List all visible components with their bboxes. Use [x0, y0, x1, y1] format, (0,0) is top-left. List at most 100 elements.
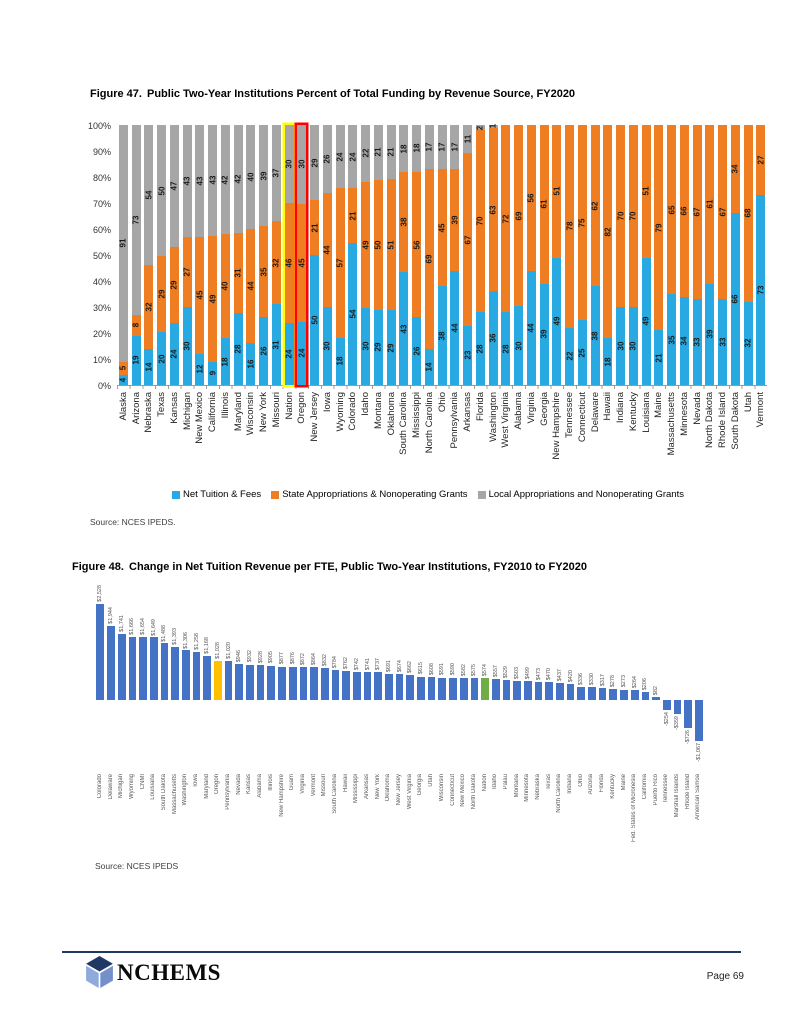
x-axis-label-north-carolina: North Carolina [556, 774, 563, 813]
bar-value-label: 21 [348, 211, 358, 221]
bar-segment-net-tuition-fees: 26 [412, 317, 422, 385]
bar-segment-state-appropriations-nonoperating-grants: 78 [565, 125, 575, 328]
bar-column-colorado: 24 21 54 [347, 125, 360, 385]
bar-virginia [299, 666, 308, 700]
bar-column-north-dakota: 61 39 [704, 125, 717, 385]
figure48-label: Figure 48. [72, 561, 124, 573]
bar-column-nation: 30 46 24 [283, 125, 296, 385]
bar-value-label: 79 [654, 223, 664, 233]
bar-segment-net-tuition-fees: 30 [628, 307, 638, 385]
bar-louisiana [149, 637, 158, 700]
bar-column-florida: $317 [597, 585, 608, 770]
bar-segment-local-appropriations-and-nonoperating-grants: 43 [208, 125, 218, 236]
bar-idaho [491, 678, 500, 700]
stacked-bar: 34 66 [730, 125, 740, 385]
x-axis-label-new-hampshire: New Hampshire [551, 392, 563, 460]
bar-column-kansas: $932 [245, 585, 256, 770]
bar-value-label: $1,649 [150, 618, 157, 636]
bar-column-montana: $503 [512, 585, 523, 770]
bar-north-carolina [556, 683, 564, 700]
x-axis-label-tennessee: Tennessee [663, 774, 670, 804]
bar-segment-net-tuition-fees: 21 [654, 330, 664, 385]
x-label-slot: Arizona [130, 389, 143, 481]
bar-value-label: $529 [503, 665, 510, 678]
x-label-slot: Palau [501, 770, 512, 866]
bar-segment-state-appropriations-nonoperating-grants: 70 [475, 130, 485, 313]
bar-column-mississippi: 18 56 26 [410, 125, 423, 385]
bar-value-label: 54 [144, 190, 154, 200]
legend-swatch-local-appropriations [477, 490, 486, 499]
x-label-slot: Nation [283, 389, 296, 481]
bar-minnesota [523, 681, 532, 700]
bar-segment-net-tuition-fees: 16 [246, 343, 256, 385]
bar-segment-local-appropriations-and-nonoperating-grants: 17 [424, 125, 434, 170]
bar-value-label: 56 [526, 193, 536, 203]
x-axis-label-american-samoa: American Samoa [695, 774, 702, 821]
x-axis-label-kentucky: Kentucky [609, 774, 616, 799]
bar-south-carolina [331, 670, 340, 700]
bar-column-cnmi: $1,654 [138, 585, 149, 770]
x-axis-label-alaska: Alaska [117, 392, 129, 421]
bar-value-label: 36 [488, 333, 498, 343]
bar-value-label: 73 [756, 285, 766, 295]
x-axis-label-kansas: Kansas [168, 392, 180, 424]
bar-segment-state-appropriations-nonoperating-grants: 51 [552, 125, 562, 258]
x-axis-label-new-jersey: New Jersey [309, 392, 321, 442]
bar-value-label: 14 [144, 362, 154, 372]
bar-segment-local-appropriations-and-nonoperating-grants: 54 [144, 125, 154, 266]
bar-value-label: 49 [641, 316, 651, 326]
bar-value-label: $1,393 [172, 628, 179, 646]
x-label-slot: California [640, 770, 651, 866]
bar-value-label: 26 [322, 154, 332, 164]
bar-segment-net-tuition-fees: 18 [335, 337, 345, 385]
x-label-slot: Florida [597, 770, 608, 866]
stacked-bar: 43 45 12 [195, 125, 205, 385]
bar-column-utah: 68 32 [742, 125, 755, 385]
bar-value-label: 34 [679, 336, 689, 346]
bar-value-label: 49 [208, 294, 218, 304]
bar-value-label: $273 [621, 675, 628, 688]
x-axis-label-guam: Guam [289, 774, 296, 791]
bar-value-label: $832 [321, 654, 328, 667]
stacked-bar: 51 49 [641, 125, 651, 385]
bar-value-label: 37 [271, 168, 281, 178]
x-axis-label-massachusetts: Massachusetts [666, 392, 678, 456]
x-label-slot: Wisconsin [437, 770, 448, 866]
x-label-slot: Nation [480, 770, 491, 866]
bar-value-label: 44 [450, 323, 460, 333]
x-label-slot: Indiana [565, 770, 576, 866]
bar-cnmi [139, 637, 147, 700]
bar-column-delaware: 62 38 [589, 125, 602, 385]
bar-segment-local-appropriations-and-nonoperating-grants: 42 [220, 125, 230, 235]
bar-kansas [246, 664, 254, 700]
stacked-bar: 18 56 26 [412, 125, 422, 385]
bar-column-new-hampshire: 51 49 [551, 125, 564, 385]
x-label-slot: Ohio [576, 770, 587, 866]
bar-value-label: 70 [628, 211, 638, 221]
x-axis-label-oregon: Oregon [296, 392, 308, 424]
x-axis-label-kansas: Kansas [246, 774, 253, 795]
bar-tennessee [662, 700, 671, 710]
bar-segment-net-tuition-fees: 35 [667, 294, 677, 385]
x-label-slot: Utah [426, 770, 437, 866]
x-label-slot: California [206, 389, 219, 481]
stacked-bar: 73 8 19 [131, 125, 141, 385]
bar-segment-local-appropriations-and-nonoperating-grants: 2 [475, 125, 485, 131]
bar-segment-net-tuition-fees: 22 [565, 327, 575, 385]
bar-value-label: $437 [556, 669, 563, 682]
y-axis-tick-label: 0% [97, 381, 111, 391]
bar-kentucky [609, 689, 618, 700]
bar-palau [502, 679, 511, 700]
bar-column-montana: 21 50 29 [372, 125, 385, 385]
bar-value-label: 39 [539, 329, 549, 339]
bar-column-vermont: 27 73 [755, 125, 768, 385]
bar-value-label: 30 [361, 341, 371, 351]
bar-segment-net-tuition-fees: 28 [475, 312, 485, 385]
x-label-slot: Texas [155, 389, 168, 481]
x-axis-label-north-dakota: North Dakota [704, 392, 716, 448]
bar-value-label: 70 [616, 211, 626, 221]
bar-value-label: 51 [641, 186, 651, 196]
figure48-x-axis-labels: Colorado Delaware Michigan Wyoming CNMI Louis… [95, 770, 704, 866]
stacked-bar: 62 38 [590, 125, 600, 385]
bar-value-label: $1,258 [193, 633, 200, 651]
